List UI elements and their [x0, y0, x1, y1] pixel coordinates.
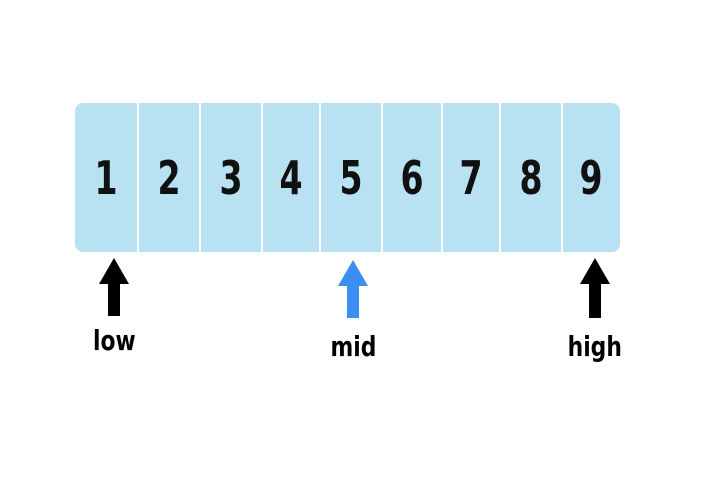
array-strip: 1 2 3 4 5 6 7 8 9 [75, 103, 620, 252]
up-arrow-icon [580, 258, 610, 318]
up-arrow-icon [99, 258, 129, 316]
cell-value: 9 [579, 150, 604, 205]
array-cell: 8 [499, 103, 561, 252]
array-cell: 6 [381, 103, 441, 252]
cell-value: 5 [339, 150, 363, 205]
array-cell: 7 [441, 103, 499, 252]
mid-pointer: mid [321, 260, 385, 363]
array-cell: 1 [75, 103, 137, 252]
array-cell: 9 [561, 103, 620, 252]
cell-value: 7 [459, 150, 483, 205]
cell-value: 6 [400, 150, 424, 205]
up-arrow-icon [338, 260, 368, 318]
cell-value: 4 [279, 150, 303, 205]
array-cell: 5 [319, 103, 381, 252]
cell-value: 8 [519, 150, 543, 205]
low-label: low [92, 324, 136, 357]
low-pointer: low [82, 258, 146, 357]
high-pointer: high [560, 258, 630, 363]
array-cell: 2 [137, 103, 199, 252]
high-label: high [567, 330, 623, 363]
cell-value: 3 [219, 150, 243, 205]
cell-value: 2 [157, 150, 181, 205]
mid-label: mid [330, 330, 376, 363]
array-cell: 3 [199, 103, 261, 252]
cell-value: 1 [94, 150, 118, 205]
array-cell: 4 [261, 103, 319, 252]
